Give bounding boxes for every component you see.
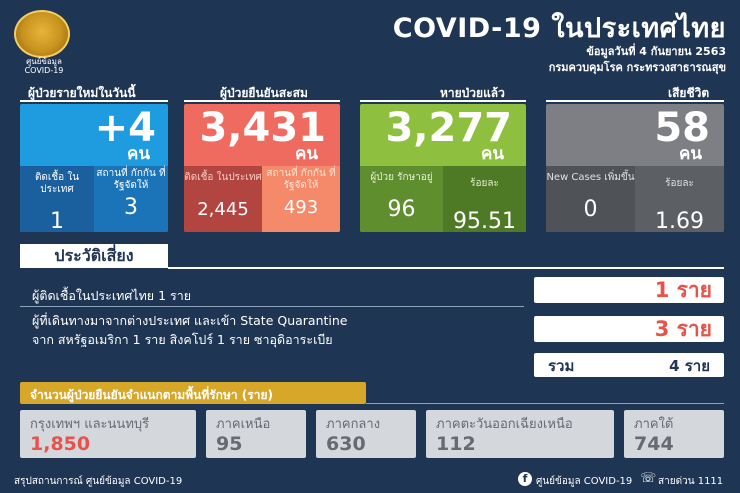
recovered-value: 3,277 xyxy=(385,105,512,151)
region-value: 112 xyxy=(436,433,476,455)
recovered-label: หายป่วยแล้ว xyxy=(440,86,505,100)
recovered-percent-value: 95.51 xyxy=(453,209,516,233)
risk-row2-text-line1: ผู้ที่เดินทางมาจากต่างประเทศ และเข้า Sta… xyxy=(32,313,348,328)
new-cases-card: +4 คน ติดเชื้อ ในประเทศ 1 สถานที่ กักกัน… xyxy=(20,104,168,232)
risk-total-value: 4 ราย xyxy=(669,357,710,375)
deaths-percent-label: ร้อยละ xyxy=(665,178,694,189)
footer-facebook-text: ศูนย์ข้อมูล COVID-19 xyxy=(536,476,633,487)
deaths-new-box: New Cases เพิ่มขึ้น 0 xyxy=(546,166,635,232)
footer-left-text: สรุปสถานการณ์ ศูนย์ข้อมูล COVID-19 xyxy=(14,476,183,487)
region-name: ภาคใต้ xyxy=(634,417,674,432)
deaths-new-value: 0 xyxy=(583,197,598,222)
new-quarantine-label: สถานที่ กักกัน ที่รัฐจัดให้ xyxy=(96,168,166,191)
new-cases-unit: คน xyxy=(127,144,150,164)
confirmed-quarantine-value: 493 xyxy=(283,197,319,218)
deaths-card: 58 คน New Cases เพิ่มขึ้น 0 ร้อยละ 1.69 xyxy=(546,104,724,232)
regions-heading: จำนวนผู้ป่วยยืนยันจำแนกตามพื้นที่รักษา (… xyxy=(30,388,273,402)
recovered-hospital-value: 96 xyxy=(387,197,416,222)
confirmed-quarantine-box: สถานที่ กักกัน ที่รัฐจัดให้ 493 xyxy=(262,166,340,232)
deaths-percent-value: 1.69 xyxy=(655,209,704,233)
recovered-hospital-label: ผู้ป่วย รักษาอยู่ xyxy=(370,172,433,183)
region-value: 744 xyxy=(634,433,674,455)
new-cases-divider xyxy=(20,100,168,102)
deaths-label: เสียชีวิต xyxy=(668,86,710,100)
risk-row1-divider xyxy=(20,306,524,307)
region-card-south: ภาคใต้ 744 xyxy=(624,410,724,458)
confirmed-label: ผู้ป่วยยืนยันสะสม xyxy=(220,86,308,100)
deaths-divider xyxy=(546,100,724,102)
footer-hotline-text: สายด่วน 1111 xyxy=(658,476,724,487)
page-title: COVID-19 ในประเทศไทย xyxy=(392,13,726,44)
recovered-percent-box: ร้อยละ 95.51 xyxy=(443,166,526,232)
region-card-northeast: ภาคตะวันออกเฉียงเหนือ 112 xyxy=(426,410,614,458)
risk-row1-text: ผู้ติดเชื้อในประเทศไทย 1 ราย xyxy=(32,288,192,303)
report-source: กรมควบคุมโรค กระทรวงสาธารณสุข xyxy=(548,61,726,74)
risk-heading-line xyxy=(168,267,724,269)
recovered-divider xyxy=(360,100,526,102)
new-quarantine-box: สถานที่ กักกัน ที่รัฐจัดให้ 3 xyxy=(94,166,168,232)
region-card-north: ภาคเหนือ 95 xyxy=(206,410,306,458)
new-domestic-label: ติดเชื้อ ในประเทศ xyxy=(34,172,80,195)
deaths-new-label: New Cases เพิ่มขึ้น xyxy=(546,172,635,183)
risk-row2-text-line2: จาก สหรัฐอเมริกา 1 ราย สิงคโปร์ 1 ราย ซา… xyxy=(32,332,333,347)
risk-total-label: รวม xyxy=(548,357,575,375)
region-value: 630 xyxy=(326,433,366,455)
logo-caption-line-1: ศูนย์ข้อมูล xyxy=(26,57,62,66)
confirmed-divider xyxy=(184,100,340,102)
new-quarantine-value: 3 xyxy=(124,195,138,220)
confirmed-quarantine-label: สถานที่ กักกัน ที่รัฐจัดให้ xyxy=(266,168,336,191)
confirmed-domestic-box: ติดเชื้อ ในประเทศ 2,445 xyxy=(184,166,262,232)
new-cases-label: ผู้ป่วยรายใหม่ในวันนี้ xyxy=(28,86,136,100)
region-card-central: ภาคกลาง 630 xyxy=(316,410,416,458)
recovered-unit: คน xyxy=(481,144,504,164)
regions-heading-box: จำนวนผู้ป่วยยืนยันจำแนกตามพื้นที่รักษา (… xyxy=(20,382,366,404)
risk-total-box: รวม 4 ราย xyxy=(534,353,724,377)
recovered-hospital-box: ผู้ป่วย รักษาอยู่ 96 xyxy=(360,166,443,232)
region-name: ภาคเหนือ xyxy=(216,417,271,432)
region-name: กรุงเทพฯ และนนทบุรี xyxy=(30,417,150,432)
region-name: ภาคตะวันออกเฉียงเหนือ xyxy=(436,417,573,432)
confirmed-domestic-value: 2,445 xyxy=(197,199,249,220)
recovered-percent-label: ร้อยละ xyxy=(470,178,499,189)
new-cases-value: +4 xyxy=(94,105,156,151)
risk-heading: ประวัติเสี่ยง xyxy=(20,244,168,268)
deaths-unit: คน xyxy=(679,144,702,164)
deaths-value: 58 xyxy=(654,105,710,151)
regions-heading-line xyxy=(366,403,724,404)
logo-caption: ศูนย์ข้อมูล COVID-19 xyxy=(10,57,78,75)
risk-row2-value: 3 ราย xyxy=(534,316,724,342)
recovered-card: 3,277 คน ผู้ป่วย รักษาอยู่ 96 ร้อยละ 95.… xyxy=(360,104,526,232)
risk-row1-value: 1 ราย xyxy=(534,277,724,303)
region-name: ภาคกลาง xyxy=(326,417,381,432)
facebook-icon: f xyxy=(518,472,532,486)
region-value: 1,850 xyxy=(30,433,91,455)
confirmed-value: 3,431 xyxy=(199,105,326,151)
report-date: ข้อมูลวันที่ 4 กันยายน 2563 xyxy=(586,45,726,58)
ministry-seal-logo xyxy=(14,10,70,58)
confirmed-unit: คน xyxy=(295,144,318,164)
phone-icon: ☏ xyxy=(640,471,657,486)
logo-caption-line-2: COVID-19 xyxy=(24,66,64,75)
new-domestic-value: 1 xyxy=(50,209,64,233)
new-domestic-box: ติดเชื้อ ในประเทศ 1 xyxy=(20,166,94,232)
confirmed-card: 3,431 คน ติดเชื้อ ในประเทศ 2,445 สถานที่… xyxy=(184,104,340,232)
region-value: 95 xyxy=(216,433,243,455)
confirmed-domestic-label: ติดเชื้อ ในประเทศ xyxy=(184,172,262,183)
region-card-bangkok: กรุงเทพฯ และนนทบุรี 1,850 xyxy=(20,410,196,458)
deaths-percent-box: ร้อยละ 1.69 xyxy=(635,166,724,232)
